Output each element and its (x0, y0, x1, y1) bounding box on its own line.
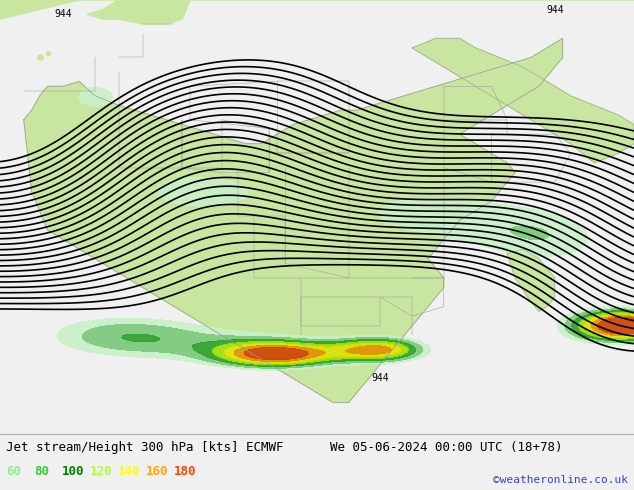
Polygon shape (87, 0, 190, 24)
Text: 944: 944 (546, 4, 564, 15)
Polygon shape (507, 249, 555, 312)
Text: ©weatheronline.co.uk: ©weatheronline.co.uk (493, 475, 628, 485)
Text: 80: 80 (34, 465, 49, 478)
Text: 160: 160 (146, 465, 168, 478)
Text: Jet stream/Height 300 hPa [kts] ECMWF: Jet stream/Height 300 hPa [kts] ECMWF (6, 441, 284, 454)
Text: 140: 140 (118, 465, 140, 478)
Text: We 05-06-2024 00:00 UTC (18+78): We 05-06-2024 00:00 UTC (18+78) (330, 441, 562, 454)
Text: 944: 944 (372, 373, 389, 384)
Text: 100: 100 (62, 465, 84, 478)
Polygon shape (23, 38, 563, 402)
Polygon shape (0, 0, 634, 19)
Text: 60: 60 (6, 465, 22, 478)
Polygon shape (412, 38, 634, 163)
Text: 944: 944 (55, 9, 72, 20)
Text: 120: 120 (90, 465, 112, 478)
Text: 180: 180 (174, 465, 196, 478)
